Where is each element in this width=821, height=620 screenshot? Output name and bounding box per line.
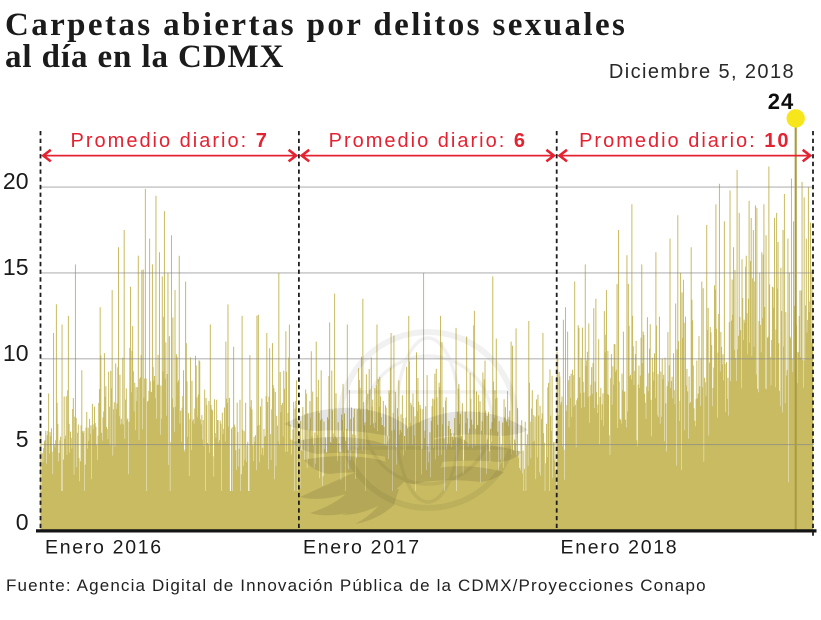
svg-text:5: 5 xyxy=(16,426,29,452)
svg-text:Promedio diario: 6: Promedio diario: 6 xyxy=(329,130,527,152)
svg-text:10: 10 xyxy=(3,340,29,366)
svg-text:15: 15 xyxy=(3,254,29,280)
svg-text:Enero 2018: Enero 2018 xyxy=(561,537,679,559)
svg-text:0: 0 xyxy=(16,509,29,535)
svg-text:20: 20 xyxy=(3,168,29,194)
svg-text:Enero 2016: Enero 2016 xyxy=(45,537,163,559)
svg-text:24: 24 xyxy=(768,89,794,114)
svg-text:Promedio diario: 7: Promedio diario: 7 xyxy=(71,130,269,152)
svg-text:Promedio diario: 10: Promedio diario: 10 xyxy=(579,130,790,152)
svg-text:Enero 2017: Enero 2017 xyxy=(303,537,421,559)
